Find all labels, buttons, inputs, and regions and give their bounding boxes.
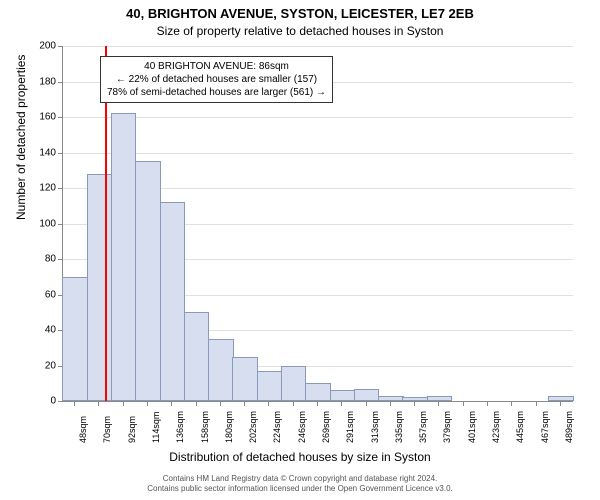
gridline	[63, 117, 573, 118]
histogram-bar	[354, 389, 380, 401]
xtick-mark	[366, 401, 367, 406]
histogram-bar	[184, 312, 210, 401]
ytick-label: 100	[39, 218, 56, 229]
ytick-label: 40	[45, 325, 56, 336]
xtick-mark	[511, 401, 512, 406]
histogram-bar	[427, 396, 453, 401]
ytick-mark	[58, 46, 63, 47]
histogram-bar	[378, 396, 404, 401]
xtick-mark	[171, 401, 172, 406]
ytick-mark	[58, 82, 63, 83]
xtick-mark	[390, 401, 391, 406]
annotation-box: 40 BRIGHTON AVENUE: 86sqm ← 22% of detac…	[100, 56, 333, 103]
xtick-mark	[244, 401, 245, 406]
ytick-label: 80	[45, 254, 56, 265]
histogram-bar	[87, 174, 113, 401]
histogram-bar	[330, 390, 356, 401]
xtick-label: 136sqm	[175, 411, 185, 443]
histogram-bar	[208, 339, 234, 401]
histogram-bar	[257, 371, 283, 401]
ytick-mark	[58, 153, 63, 154]
xtick-label: 269sqm	[321, 411, 331, 443]
xtick-label: 379sqm	[442, 411, 452, 443]
ytick-mark	[58, 117, 63, 118]
gridline	[63, 46, 573, 47]
x-axis-label: Distribution of detached houses by size …	[0, 450, 600, 464]
ytick-label: 120	[39, 183, 56, 194]
xtick-mark	[560, 401, 561, 406]
xtick-label: 246sqm	[297, 411, 307, 443]
xtick-label: 313sqm	[370, 411, 380, 443]
histogram-bar	[135, 161, 161, 401]
xtick-mark	[147, 401, 148, 406]
xtick-label: 357sqm	[418, 411, 428, 443]
y-axis-label: Number of detached properties	[14, 55, 28, 220]
histogram-bar	[402, 397, 428, 401]
gridline	[63, 153, 573, 154]
ytick-label: 0	[50, 396, 56, 407]
ytick-label: 20	[45, 360, 56, 371]
xtick-mark	[293, 401, 294, 406]
ytick-mark	[58, 224, 63, 225]
xtick-label: 92sqm	[127, 416, 137, 443]
xtick-mark	[438, 401, 439, 406]
footer-line2: Contains public sector information licen…	[0, 484, 600, 494]
ytick-label: 200	[39, 41, 56, 52]
xtick-label: 489sqm	[564, 411, 574, 443]
xtick-label: 48sqm	[78, 416, 88, 443]
chart-container: 40, BRIGHTON AVENUE, SYSTON, LEICESTER, …	[0, 0, 600, 500]
xtick-mark	[317, 401, 318, 406]
histogram-bar	[111, 113, 137, 401]
chart-title-main: 40, BRIGHTON AVENUE, SYSTON, LEICESTER, …	[0, 6, 600, 21]
annotation-line2: ← 22% of detached houses are smaller (15…	[107, 73, 326, 86]
xtick-mark	[414, 401, 415, 406]
chart-title-sub: Size of property relative to detached ho…	[0, 24, 600, 38]
histogram-bar	[232, 357, 258, 401]
footer-attribution: Contains HM Land Registry data © Crown c…	[0, 474, 600, 493]
ytick-label: 160	[39, 112, 56, 123]
histogram-bar	[305, 383, 331, 401]
xtick-label: 335sqm	[394, 411, 404, 443]
xtick-label: 467sqm	[540, 411, 550, 443]
xtick-mark	[220, 401, 221, 406]
xtick-label: 180sqm	[224, 411, 234, 443]
annotation-line1: 40 BRIGHTON AVENUE: 86sqm	[107, 60, 326, 73]
xtick-label: 158sqm	[200, 411, 210, 443]
xtick-label: 445sqm	[515, 411, 525, 443]
ytick-mark	[58, 259, 63, 260]
ytick-label: 140	[39, 147, 56, 158]
xtick-label: 224sqm	[272, 411, 282, 443]
histogram-bar	[160, 202, 186, 401]
histogram-bar	[548, 396, 574, 401]
xtick-mark	[487, 401, 488, 406]
xtick-mark	[341, 401, 342, 406]
xtick-mark	[536, 401, 537, 406]
ytick-label: 60	[45, 289, 56, 300]
xtick-mark	[196, 401, 197, 406]
footer-line1: Contains HM Land Registry data © Crown c…	[0, 474, 600, 484]
xtick-mark	[74, 401, 75, 406]
xtick-mark	[98, 401, 99, 406]
annotation-line3: 78% of semi-detached houses are larger (…	[107, 86, 326, 99]
xtick-mark	[463, 401, 464, 406]
histogram-bar	[281, 366, 307, 402]
xtick-label: 114sqm	[151, 412, 161, 443]
histogram-bar	[62, 277, 88, 401]
ytick-label: 180	[39, 76, 56, 87]
ytick-mark	[58, 401, 63, 402]
xtick-mark	[123, 401, 124, 406]
xtick-label: 401sqm	[467, 411, 477, 443]
xtick-label: 291sqm	[345, 411, 355, 443]
xtick-label: 70sqm	[102, 416, 112, 443]
ytick-mark	[58, 188, 63, 189]
xtick-label: 202sqm	[248, 411, 258, 443]
xtick-mark	[268, 401, 269, 406]
xtick-label: 423sqm	[491, 411, 501, 443]
